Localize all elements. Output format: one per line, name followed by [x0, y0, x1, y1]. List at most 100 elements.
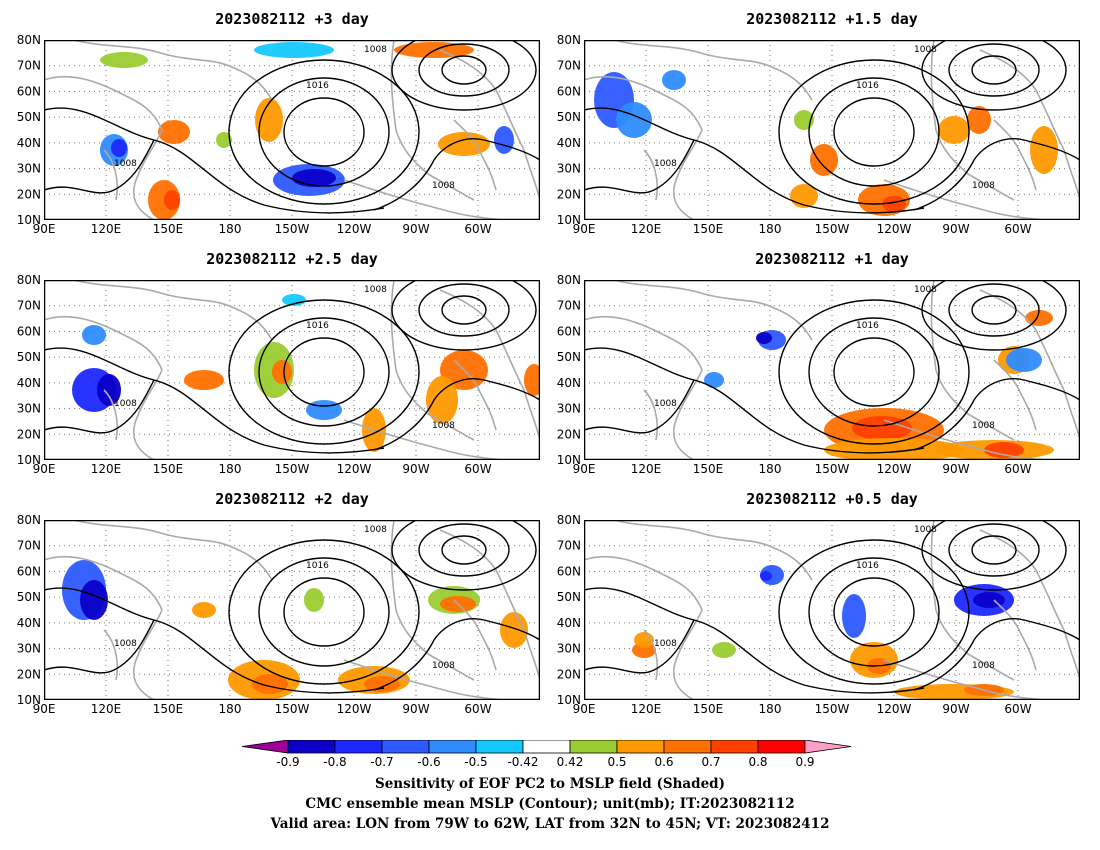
coastline — [993, 599, 1037, 671]
contour-label: 1008 — [114, 639, 137, 649]
coastline — [390, 520, 475, 681]
coastline — [993, 359, 1037, 431]
contour-label: 1016 — [306, 81, 329, 91]
mslp-contour — [584, 139, 695, 194]
coastline — [643, 629, 659, 681]
mslp-contour-high — [778, 299, 970, 445]
lon-tick-label: 180 — [219, 222, 242, 236]
lat-tick-label: 50N — [557, 110, 581, 124]
panel-1: 2023082112 +3 day 1008 1016 1008 1008 — [44, 10, 540, 220]
mslp-contour-low — [441, 55, 487, 85]
mslp-contour — [584, 587, 925, 694]
panel-title: 2023082112 +0.5 day — [746, 490, 918, 508]
mslp-contour-high — [228, 59, 420, 205]
mslp-contour — [373, 618, 540, 691]
mslp-contour-low — [418, 283, 510, 337]
lat-tick-label: 50N — [557, 590, 581, 604]
mslp-contour-high — [778, 539, 970, 685]
lon-tick-label: 150E — [153, 222, 184, 236]
sensitivity-shade — [810, 144, 838, 176]
lat-tick-label: 70N — [17, 59, 41, 73]
coastline — [584, 315, 703, 460]
colorbar-segment — [522, 740, 571, 754]
mslp-contour-high — [833, 97, 915, 167]
lon-tick-label: 60W — [1004, 702, 1031, 716]
coastline — [439, 529, 540, 681]
lon-tick-label: 120E — [631, 702, 662, 716]
mslp-contour-high — [228, 539, 420, 685]
coastline — [584, 75, 703, 220]
lon-tick-label: 90W — [402, 702, 429, 716]
sensitivity-shade — [1006, 348, 1042, 372]
colorbar-segment — [428, 740, 477, 754]
colorbar-label: 0.8 — [748, 755, 767, 769]
colorbar-arrow-right — [804, 740, 852, 754]
mslp-contour-high — [283, 337, 365, 407]
sensitivity-shade — [704, 372, 724, 388]
lat-tick-label: 70N — [557, 299, 581, 313]
lon-tick-label: 120E — [631, 462, 662, 476]
mslp-contour-low — [418, 43, 510, 97]
lat-tick-label: 30N — [557, 162, 581, 176]
lon-tick-label: 120E — [631, 222, 662, 236]
lat-tick-label: 10N — [557, 213, 581, 227]
coastline — [103, 389, 119, 441]
lon-tick-label: 120W — [877, 702, 912, 716]
mslp-contour-high — [833, 577, 915, 647]
contour-label: 1008 — [914, 45, 937, 55]
lat-tick-label: 60N — [17, 324, 41, 338]
coastline — [883, 419, 1045, 460]
sensitivity-shade — [111, 139, 127, 157]
colorbar-segment — [287, 740, 336, 754]
lon-tick-label: 90E — [33, 702, 56, 716]
lat-tick-label: 70N — [17, 539, 41, 553]
coastline — [930, 520, 1015, 681]
sensitivity-shade — [164, 190, 180, 210]
mslp-contour — [44, 347, 385, 454]
caption-line-2: CMC ensemble mean MSLP (Contour); unit(m… — [305, 796, 795, 812]
contour-label: 1008 — [654, 399, 677, 409]
sensitivity-shade — [254, 42, 334, 58]
contour-label: 1008 — [114, 159, 137, 169]
mslp-contour-low — [921, 280, 1067, 351]
sensitivity-shade — [255, 98, 283, 142]
coastline — [103, 629, 119, 681]
colorbar-label: -0.42 — [507, 755, 538, 769]
panel-title: 2023082112 +2.5 day — [206, 250, 378, 268]
coastline — [44, 555, 163, 700]
lat-tick-label: 50N — [557, 350, 581, 364]
lon-tick-label: 180 — [759, 702, 782, 716]
contour-label: 1008 — [364, 45, 387, 55]
mslp-contour — [373, 138, 540, 211]
colorbar-label: 0.5 — [607, 755, 626, 769]
mslp-contour-high — [778, 59, 970, 205]
caption-line-3: Valid area: LON from 79W to 62W, LAT fro… — [270, 816, 830, 832]
map-panel-2: 1008 1016 1008 1008 — [584, 40, 1080, 220]
lon-tick-label: 120W — [337, 462, 372, 476]
mslp-contour — [913, 138, 1080, 211]
lat-tick-label: 20N — [557, 187, 581, 201]
mslp-contour-high — [258, 317, 390, 427]
mslp-contour-low — [391, 520, 537, 591]
lon-tick-label: 60W — [1004, 462, 1031, 476]
mslp-contour-high — [808, 557, 940, 667]
colorbar-label: -0.7 — [370, 755, 393, 769]
mslp-contour — [44, 107, 385, 214]
sensitivity-shade — [756, 332, 772, 344]
map-panel-6: 1008 1016 1008 1008 — [584, 520, 1080, 700]
lon-tick-label: 180 — [759, 222, 782, 236]
lat-tick-label: 80N — [557, 273, 581, 287]
mslp-contour — [584, 107, 925, 214]
lat-tick-label: 60N — [17, 564, 41, 578]
mslp-contour — [584, 347, 925, 454]
contour-label: 1016 — [306, 321, 329, 331]
mslp-contour-low — [441, 295, 487, 325]
coastline — [930, 40, 1015, 201]
coastline — [343, 419, 505, 460]
coastline — [44, 315, 163, 460]
lat-tick-label: 80N — [17, 513, 41, 527]
sensitivity-shade — [760, 571, 772, 581]
sensitivity-shade — [97, 374, 121, 406]
lat-tick-label: 10N — [17, 693, 41, 707]
